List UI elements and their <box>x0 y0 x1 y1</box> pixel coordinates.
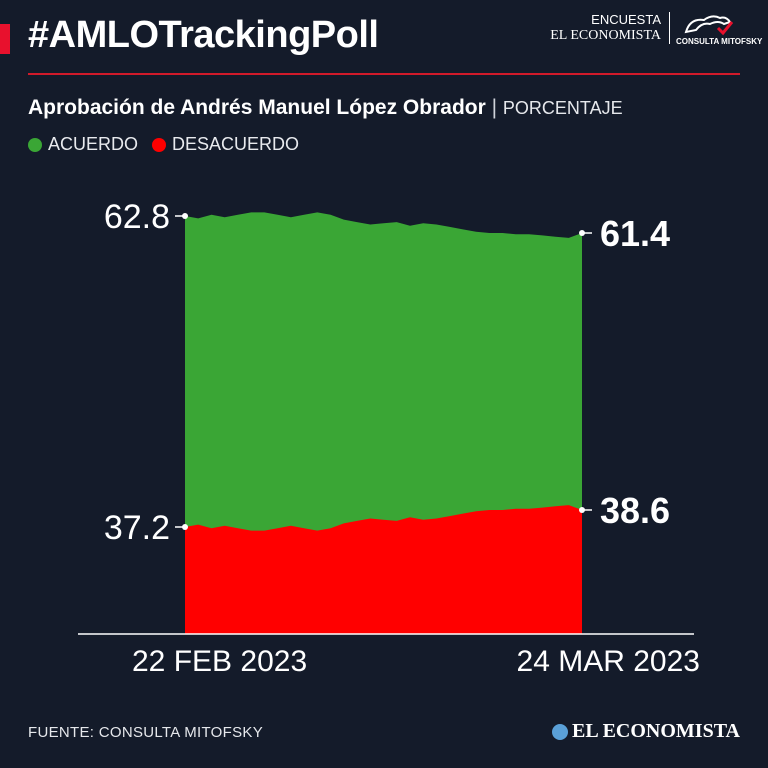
x-tick-label-end: 24 MAR 2023 <box>517 645 700 678</box>
legend: ACUERDO DESACUERDO <box>28 134 313 155</box>
legend-dot-acuerdo <box>28 137 42 152</box>
chart-unit: PORCENTAJE <box>502 98 623 118</box>
header-logos: ENCUESTA EL ECONOMISTA CONSULTA MITOFSKY <box>550 12 763 46</box>
mitofsky-logo: CONSULTA MITOFSKY <box>670 12 763 46</box>
legend-label-acuerdo: ACUERDO <box>48 134 139 154</box>
encuesta-line1: ENCUESTA <box>591 12 661 27</box>
start-label-desacuerdo: 37.2 <box>104 509 170 547</box>
start-label-acuerdo: 62.8 <box>104 198 170 236</box>
encuesta-label: ENCUESTA EL ECONOMISTA <box>550 12 670 44</box>
chart-subtitle: Aprobación de Andrés Manuel López Obrado… <box>28 96 623 120</box>
footer-brand-text: EL ECONOMISTA <box>572 720 740 742</box>
footer-brand: EL ECONOMISTA <box>552 720 740 743</box>
title-separator: | <box>491 96 498 119</box>
x-tick-label-start: 22 FEB 2023 <box>132 645 307 678</box>
marker-start-acuerdo <box>182 213 188 219</box>
encuesta-line2: EL ECONOMISTA <box>550 28 661 43</box>
legend-dot-desacuerdo <box>152 137 167 152</box>
header-divider <box>28 73 740 75</box>
accent-bar <box>0 24 10 54</box>
partner-label: CONSULTA MITOFSKY <box>676 37 763 46</box>
mitofsky-emblem-icon <box>684 15 734 36</box>
legend-item-acuerdo: ACUERDO <box>28 134 138 155</box>
chart-title: Aprobación de Andrés Manuel López Obrado… <box>28 96 486 119</box>
marker-start-desacuerdo <box>182 524 188 530</box>
series-area-desacuerdo <box>185 505 582 634</box>
hashtag-title: #AMLOTrackingPoll <box>28 14 379 56</box>
source-note: FUENTE: CONSULTA MITOFSKY <box>28 724 264 741</box>
globe-icon <box>552 723 568 740</box>
end-label-acuerdo: 61.4 <box>600 213 670 254</box>
legend-item-desacuerdo: DESACUERDO <box>152 134 299 155</box>
legend-label-desacuerdo: DESACUERDO <box>172 134 300 154</box>
marker-end-acuerdo <box>579 230 585 237</box>
end-label-desacuerdo: 38.6 <box>600 490 670 531</box>
marker-end-desacuerdo <box>579 506 585 513</box>
